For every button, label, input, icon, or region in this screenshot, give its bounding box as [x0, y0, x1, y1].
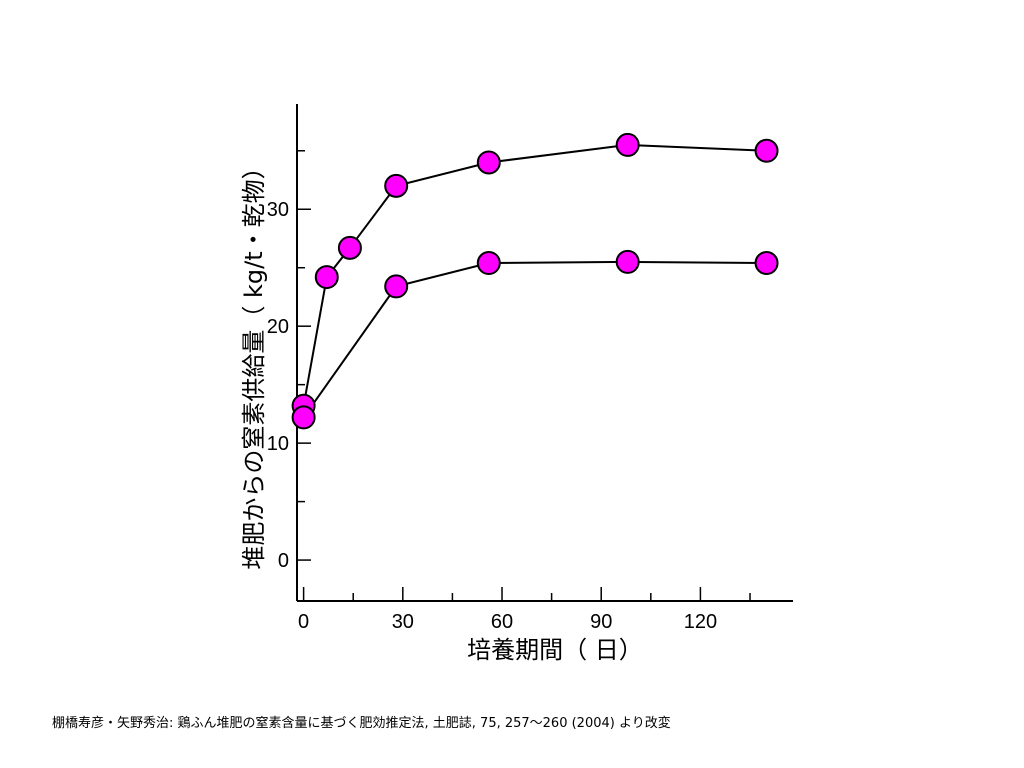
ticks: 0 10 20 30 0 30 60 90 120 [267, 150, 751, 633]
y-tick-label: 10 [267, 433, 289, 455]
source-citation: 棚橋寿彦・矢野秀治: 鶏ふん堆肥の窒素含量に基づく肥効推定法, 土肥誌, 75,… [52, 716, 671, 731]
series-line-1 [302, 143, 767, 406]
chart: 0 10 20 30 0 30 60 90 120 培養期間（ 日） 堆肥からの窒素供給量（ kg… [240, 104, 793, 664]
data-point-series-1 [476, 150, 501, 175]
axes [296, 104, 793, 602]
axis-titles: 培養期間（ 日） 堆肥からの窒素供給量（ kg/t・乾物） [240, 155, 643, 664]
data-point-series-1 [754, 138, 779, 163]
y-tick-label: 0 [278, 550, 289, 572]
y-axis-title: 堆肥からの窒素供給量（ kg/t・乾物） [240, 155, 268, 569]
x-tick-label: 60 [491, 611, 513, 633]
y-tick-label: 30 [267, 199, 289, 221]
data-point-series-2 [476, 251, 501, 276]
data-point-series-1 [337, 235, 362, 260]
x-tick-label: 30 [392, 611, 414, 633]
y-tick-label: 20 [267, 316, 289, 338]
x-tick-label: 0 [298, 611, 309, 633]
data-point-series-2 [384, 274, 409, 299]
data-point-series-1 [314, 265, 339, 290]
data-point-series-1 [384, 173, 409, 198]
data-point-series-1 [615, 132, 640, 157]
x-tick-label: 90 [590, 611, 612, 633]
x-axis-title: 培養期間（ 日） [467, 636, 643, 664]
data-point-series-2 [754, 251, 779, 276]
series-line-2 [302, 260, 767, 418]
data-point-series-2 [615, 249, 640, 274]
series [291, 132, 779, 430]
data-point-series-2 [291, 405, 316, 430]
x-tick-label: 120 [684, 611, 717, 633]
